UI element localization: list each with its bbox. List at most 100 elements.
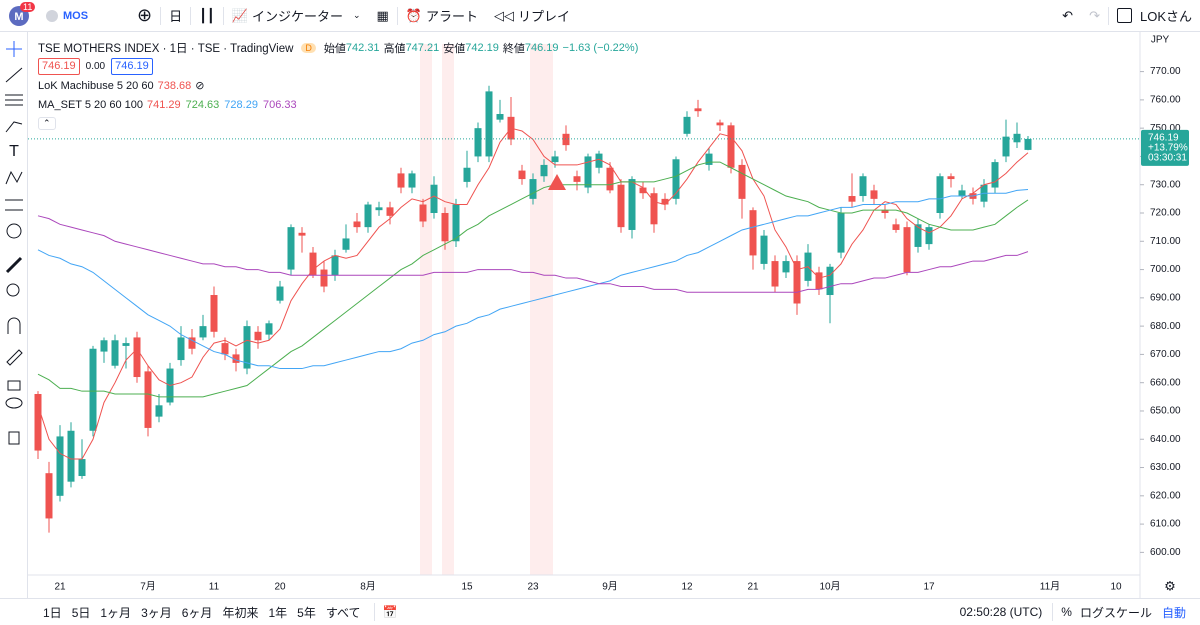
hide-tool[interactable] xyxy=(5,397,23,409)
brush-tool[interactable] xyxy=(5,121,23,133)
highlight-band xyxy=(530,44,553,575)
range-button[interactable]: すべて xyxy=(325,605,361,620)
range-button[interactable]: 年初来 xyxy=(222,605,259,620)
avatar[interactable]: M 11 xyxy=(0,0,38,32)
candle-body xyxy=(760,235,768,264)
svg-text:M: M xyxy=(14,10,23,22)
separator xyxy=(396,6,398,25)
range-button[interactable]: 1年 xyxy=(268,605,288,620)
range-button[interactable]: 6ヶ月 xyxy=(181,605,213,620)
chart-style[interactable]: ┃┃ xyxy=(199,7,215,23)
candle-body xyxy=(573,176,581,182)
calendar[interactable]: 📅 xyxy=(382,605,398,619)
user[interactable]: LOKさん xyxy=(1109,0,1200,32)
candle-body xyxy=(342,238,350,250)
icon-tool[interactable] xyxy=(6,223,22,239)
symbol[interactable]: MOS xyxy=(38,0,129,32)
drawing-toolbar: T xyxy=(0,32,28,598)
candle-body xyxy=(155,405,163,417)
collapse-button[interactable]: ⌃ xyxy=(38,117,56,130)
zoom-tool[interactable] xyxy=(6,283,20,297)
candle-body xyxy=(232,354,240,363)
candle-body xyxy=(617,184,625,228)
separator xyxy=(222,6,224,25)
alerts[interactable]: ⏰ アラート xyxy=(398,0,486,32)
signal-triangle xyxy=(548,174,566,190)
highlight-band xyxy=(420,44,432,575)
ohlc-label: 高値 xyxy=(383,42,406,55)
y-tick-label: 640.00 xyxy=(1150,434,1181,445)
price-tag xyxy=(1141,129,1189,166)
trend-line-tool[interactable] xyxy=(5,67,23,83)
lock-tool[interactable] xyxy=(7,380,21,391)
range-button[interactable]: 1ヶ月 xyxy=(100,605,132,620)
candle-body xyxy=(133,337,141,378)
interval[interactable]: 日 xyxy=(169,9,183,24)
pattern-tool[interactable] xyxy=(5,170,23,185)
x-tick-label: 15 xyxy=(461,582,473,593)
percent[interactable]: % xyxy=(1061,605,1072,619)
candle-body xyxy=(606,167,614,191)
indicators[interactable]: 📈 インジケーター ⌄ xyxy=(224,0,369,32)
ohlc-label: 始値 xyxy=(323,42,346,55)
stay-drawing-tool[interactable] xyxy=(6,349,23,366)
candle-body xyxy=(551,156,559,163)
candle-body xyxy=(298,232,306,236)
candle-body xyxy=(639,187,647,194)
range-button[interactable]: 5年 xyxy=(297,605,316,620)
range-button[interactable]: 5日 xyxy=(71,605,91,620)
x-tick-label: 11 xyxy=(209,582,220,593)
y-tick-label: 770.00 xyxy=(1150,66,1181,77)
candle-body xyxy=(386,207,394,216)
candle-body xyxy=(683,116,691,134)
range-button[interactable]: 1日 xyxy=(43,605,62,620)
candle-body xyxy=(254,331,262,341)
settings[interactable]: ⚙ xyxy=(1164,578,1176,593)
candle-body xyxy=(529,179,537,199)
candle-body xyxy=(419,204,427,222)
candle-body xyxy=(1013,133,1021,143)
price-tag-change: +13.79% xyxy=(1148,143,1188,154)
collapse-row: ⌃ xyxy=(38,114,638,133)
candle-body xyxy=(749,210,757,256)
auto-scale[interactable]: 自動 xyxy=(1161,605,1186,620)
candle-body xyxy=(485,91,493,157)
y-tick-label: 750.00 xyxy=(1150,123,1181,134)
forecast-tool[interactable] xyxy=(5,199,23,211)
candle-body xyxy=(287,227,295,270)
dropdown: ⌄ xyxy=(352,10,361,20)
candle-body xyxy=(914,224,922,247)
candle-body xyxy=(441,213,449,242)
lok-row: LoK Machibuse 5 20 60 738.68 ⊘ xyxy=(38,76,638,95)
text-tool[interactable]: T xyxy=(9,143,19,160)
undo[interactable]: ↶ xyxy=(1062,7,1074,23)
candle-body xyxy=(430,184,438,213)
crosshair[interactable] xyxy=(6,41,22,57)
redo[interactable]: ↷ xyxy=(1089,7,1100,23)
buy-price[interactable]: 746.19 xyxy=(111,58,153,75)
candle-body xyxy=(771,261,779,287)
layouts[interactable]: ▦ xyxy=(376,7,389,23)
replay[interactable]: ◁◁ リプレイ xyxy=(486,0,578,32)
replay-icon: ◁◁ xyxy=(494,7,515,23)
magnet-tool[interactable] xyxy=(7,317,21,334)
sell-price[interactable]: 746.19 xyxy=(38,58,80,75)
candle-body xyxy=(45,473,53,519)
fib-tool[interactable] xyxy=(5,94,23,106)
bottom-toolbar: 1日 5日 1ヶ月 3ヶ月 6ヶ月 年初来 1年 5年 すべて 📅 02:50:28 (UTC)… xyxy=(0,598,1200,625)
chart: JPY 600.00 610.00 620.00 630.00 640.00 650.00… xyxy=(28,32,1189,598)
candle-body xyxy=(584,156,592,188)
range-button[interactable]: 3ヶ月 xyxy=(141,605,172,620)
add-symbol[interactable]: ⊕ xyxy=(137,5,153,25)
ohlc-label: 終値 xyxy=(502,42,525,55)
candle-body xyxy=(463,167,471,182)
alerts-text: アラート xyxy=(426,9,479,24)
ma-value: 724.63 xyxy=(185,98,220,111)
log-scale[interactable]: ログスケール xyxy=(1079,605,1152,620)
ruler-tool[interactable] xyxy=(5,256,23,274)
delete-tool[interactable] xyxy=(8,431,20,445)
candle-body xyxy=(331,255,339,276)
y-tick-label: 610.00 xyxy=(1150,519,1181,530)
candle-body xyxy=(177,337,185,361)
